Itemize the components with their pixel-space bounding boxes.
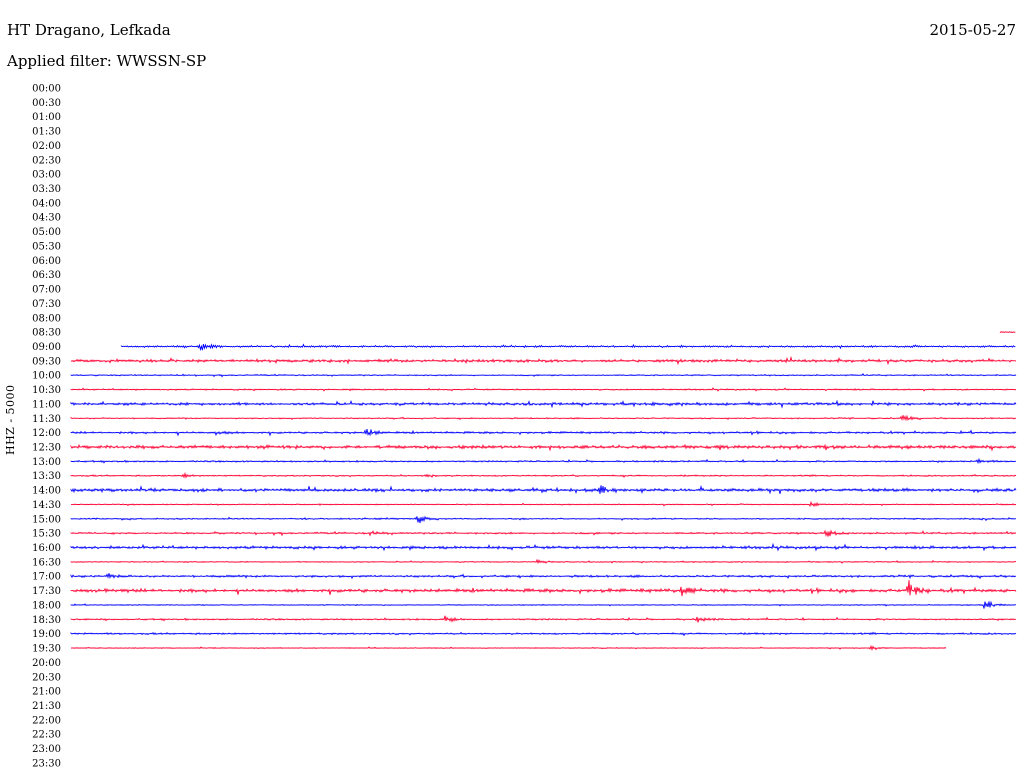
- tick-label: 01:30: [32, 127, 61, 138]
- tick-label: 06:30: [32, 270, 61, 281]
- tick-label: 14:30: [32, 500, 61, 511]
- tick-label: 13:30: [32, 471, 61, 482]
- trace-1630: [70, 558, 1017, 565]
- trace-0830: [999, 331, 1016, 334]
- tick-label: 04:00: [32, 198, 61, 209]
- tick-label: 03:00: [32, 170, 61, 181]
- tick-label: 00:00: [32, 84, 61, 95]
- tick-label: 12:00: [32, 428, 61, 439]
- trace-1200: [70, 429, 1017, 437]
- tick-label: 05:00: [32, 227, 61, 238]
- tick-label: 08:30: [32, 328, 61, 339]
- tick-label: 09:30: [32, 356, 61, 367]
- trace-1600: [70, 542, 1017, 552]
- tick-label: 20:00: [32, 658, 61, 669]
- tick-label: 04:30: [32, 213, 61, 224]
- trace-1000: [70, 372, 1017, 378]
- trace-1330: [70, 471, 1017, 479]
- tick-label: 15:00: [32, 514, 61, 525]
- tick-label: 07:30: [32, 299, 61, 310]
- tick-label: 13:00: [32, 457, 61, 468]
- trace-1130: [70, 414, 1017, 422]
- tick-label: 09:00: [32, 342, 61, 353]
- tick-label: 18:00: [32, 600, 61, 611]
- trace-1800: [70, 600, 1017, 609]
- seismic-traces: [70, 331, 1017, 651]
- trace-1400: [70, 484, 1017, 495]
- trace-1300: [70, 457, 1017, 465]
- trace-1700: [70, 573, 1017, 580]
- time-tick-labels: 00:00 00:30 01:00 01:30 02:00 02:30 03:00 03:30…: [32, 84, 61, 770]
- tick-label: 18:30: [32, 615, 61, 626]
- trace-1100: [70, 399, 1017, 409]
- trace-1500: [70, 515, 1017, 524]
- tick-label: 07:00: [32, 285, 61, 296]
- tick-label: 21:30: [32, 701, 61, 712]
- station-title: HT Dragano, Lefkada: [7, 21, 171, 39]
- tick-label: 22:00: [32, 715, 61, 726]
- tick-label: 02:00: [32, 141, 61, 152]
- tick-label: 16:30: [32, 557, 61, 568]
- tick-label: 01:00: [32, 112, 61, 123]
- date-label: 2015-05-27: [929, 21, 1016, 39]
- tick-label: 12:30: [32, 443, 61, 454]
- tick-label: 10:00: [32, 371, 61, 382]
- trace-1530: [70, 529, 1017, 537]
- tick-label: 22:30: [32, 730, 61, 741]
- tick-label: 03:30: [32, 184, 61, 195]
- filter-label: Applied filter: WWSSN-SP: [7, 52, 207, 70]
- trace-1730: [70, 580, 1017, 597]
- tick-label: 11:30: [32, 414, 61, 425]
- trace-1030: [70, 387, 1017, 392]
- tick-label: 17:30: [32, 586, 61, 597]
- trace-0900: [120, 343, 1016, 352]
- tick-label: 02:30: [32, 155, 61, 166]
- tick-label: 16:00: [32, 543, 61, 554]
- trace-1230: [70, 443, 1017, 452]
- tick-label: 06:00: [32, 256, 61, 267]
- tick-label: 21:00: [32, 687, 61, 698]
- trace-1830: [70, 615, 1017, 623]
- trace-1900: [70, 631, 1017, 637]
- tick-label: 00:30: [32, 98, 61, 109]
- tick-label: 15:30: [32, 529, 61, 540]
- trace-1430: [71, 500, 1017, 508]
- trace-1930: [70, 644, 947, 651]
- tick-label: 05:30: [32, 241, 61, 252]
- tick-label: 19:00: [32, 629, 61, 640]
- tick-label: 08:00: [32, 313, 61, 324]
- tick-label: 14:00: [32, 486, 61, 497]
- tick-label: 23:00: [32, 744, 61, 755]
- tick-label: 19:30: [32, 644, 61, 655]
- tick-label: 17:00: [32, 572, 61, 583]
- tick-label: 10:30: [32, 385, 61, 396]
- tick-label: 20:30: [32, 672, 61, 683]
- tick-label: 11:00: [32, 399, 61, 410]
- trace-0930: [70, 355, 1017, 366]
- tick-label: 23:30: [32, 758, 61, 769]
